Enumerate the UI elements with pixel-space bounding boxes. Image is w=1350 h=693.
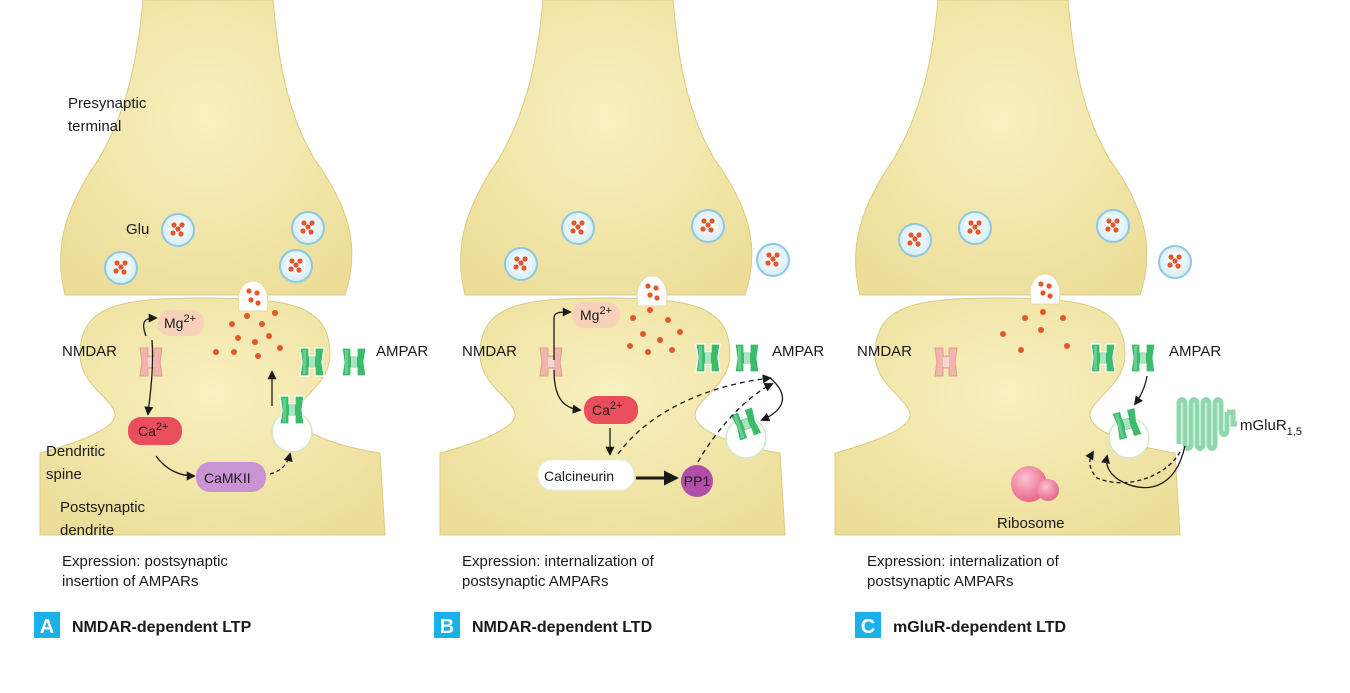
camkii-to-vesicle-arrow: [269, 452, 293, 475]
vesicle-icon: [691, 209, 725, 243]
ca-influx-arrow: [144, 339, 154, 416]
nmdar-label: NMDAR: [462, 343, 517, 360]
glu-label: Glu: [126, 221, 149, 238]
ribosome-icon: [1011, 466, 1059, 502]
vesicle-icon: [1029, 273, 1061, 305]
expression-caption: Expression: internalization of: [867, 553, 1060, 570]
ampar-internalization-arrow: [1133, 375, 1148, 406]
mglur-label: mGluR1,5: [1240, 417, 1302, 438]
camkii-label: CaMKII: [204, 470, 251, 486]
vesicle-icon: [1158, 245, 1192, 279]
expression-caption: postsynaptic AMPARs: [462, 573, 608, 590]
panel-a: Mg2+ Ca2+ CaMKII Presynaptic terminal Gl…: [34, 0, 428, 638]
dendritic-spine-label: spine: [46, 466, 82, 483]
panel-letter: B: [440, 616, 454, 638]
mg-ion-pill: [572, 302, 620, 328]
calcineurin-label: Calcineurin: [544, 468, 614, 484]
nmdar-label: NMDAR: [857, 343, 912, 360]
dendritic-spine-label: Dendritic: [46, 443, 106, 460]
panel-b-presynaptic-terminal: [460, 0, 753, 296]
mg-ion-pill: [158, 310, 204, 336]
ampar-label: AMPAR: [376, 343, 428, 360]
ampar-receptor-icon: [1130, 343, 1156, 373]
vesicle-icon: [291, 211, 325, 245]
postsynaptic-label: Postsynaptic: [60, 499, 146, 516]
ampar-label: AMPAR: [772, 343, 824, 360]
panel-letter: C: [861, 616, 875, 638]
panel-title: mGluR-dependent LTD: [893, 619, 1066, 636]
panel-a-presynaptic-terminal: [60, 0, 353, 296]
panel-letter-badge: [34, 612, 60, 638]
panel-title: NMDAR-dependent LTD: [472, 619, 652, 636]
expression-caption: postsynaptic AMPARs: [867, 573, 1013, 590]
ca-ion-pill: [584, 396, 638, 424]
panel-c: NMDAR AMPAR mGluR1,5 Ribosome Expression…: [834, 0, 1302, 638]
ampar-internalization-arrow: [760, 377, 784, 422]
panel-letter-badge: [855, 612, 881, 638]
vesicle-icon: [756, 243, 790, 277]
ca-to-camkii-arrow: [155, 455, 196, 481]
panel-b: Mg2+ Ca2+ Calcineurin PP1 NMDAR AMPAR Ex…: [434, 0, 824, 638]
ampar-receptor-icon: [341, 347, 367, 377]
panel-title: NMDAR-dependent LTP: [72, 619, 252, 636]
vesicle-icon: [636, 275, 668, 307]
panel-c-presynaptic-terminal: [855, 0, 1148, 296]
mg-ion-label: Mg2+: [580, 305, 612, 323]
ca-ion-label: Ca2+: [592, 400, 622, 418]
postsynaptic-label: dendrite: [60, 522, 114, 539]
vesicle-icon: [958, 211, 992, 245]
nmdar-label: NMDAR: [62, 343, 117, 360]
mg-release-arrow: [553, 307, 572, 319]
presynaptic-label: terminal: [68, 118, 121, 135]
ca-ion-label: Ca2+: [138, 421, 168, 439]
mg-ion-label: Mg2+: [164, 313, 196, 331]
calcineurin-dashed-arrow: [617, 374, 772, 455]
camkii-pill: [196, 462, 266, 492]
presynaptic-label: Presynaptic: [68, 95, 147, 112]
ca-influx-arrow: [553, 369, 582, 414]
vesicle-icon: [104, 251, 138, 285]
mglur-dashed-arrow: [1085, 450, 1181, 484]
panel-letter: A: [40, 616, 54, 638]
mglur-signal-arrow: [1101, 445, 1186, 489]
vesicle-icon: [1096, 209, 1130, 243]
mg-release-arrow: [142, 313, 158, 337]
vesicle-icon: [561, 211, 595, 245]
ampar-label: AMPAR: [1169, 343, 1221, 360]
pp1-icon: [681, 465, 713, 497]
calcineurin-pill: [537, 459, 635, 491]
ampar-receptor-icon: [734, 343, 760, 373]
vesicle-icon: [898, 223, 932, 257]
mglur-receptor-icon: [1176, 397, 1237, 451]
vesicle-icon: [279, 249, 313, 283]
vesicle-icon: [237, 280, 269, 312]
ca-ion-pill: [128, 417, 182, 445]
expression-caption: Expression: postsynaptic: [62, 553, 228, 570]
expression-caption: insertion of AMPARs: [62, 573, 198, 590]
panel-letter-badge: [434, 612, 460, 638]
pp1-label: PP1: [684, 473, 711, 489]
vesicle-icon: [161, 213, 195, 247]
ribosome-label: Ribosome: [997, 515, 1065, 532]
ampar-vesicle-icon: [271, 411, 313, 453]
expression-caption: Expression: internalization of: [462, 553, 655, 570]
vesicle-icon: [504, 247, 538, 281]
